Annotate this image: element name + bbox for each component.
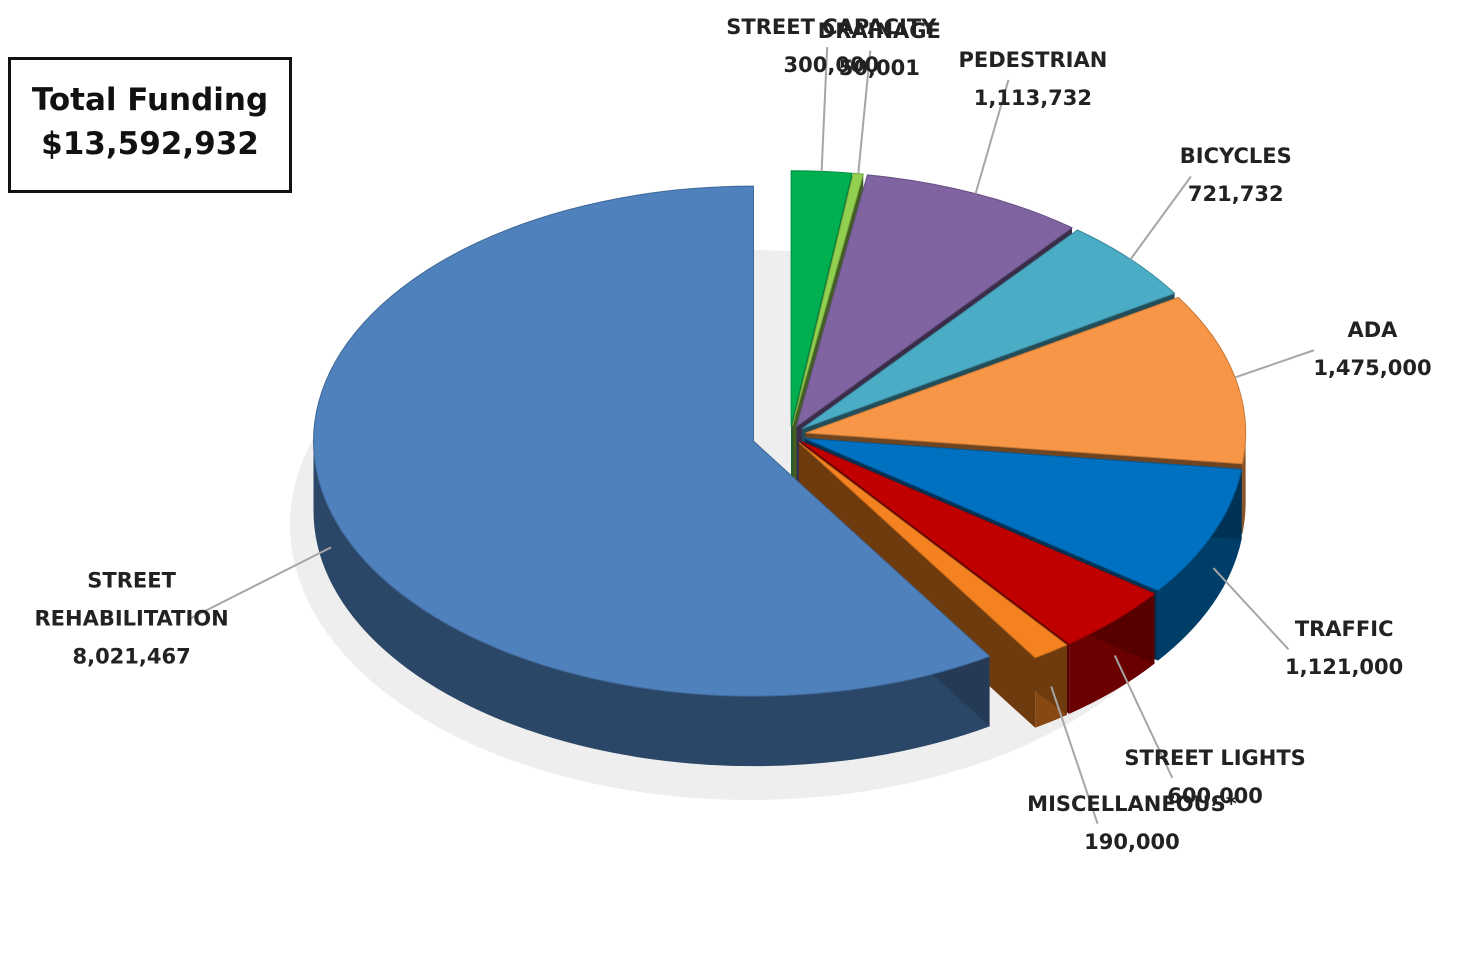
- value-label: 1,475,000: [1313, 356, 1432, 381]
- slice: [795, 174, 1073, 428]
- data-label: ADA 1,475,000: [1313, 312, 1431, 388]
- slice-side: [1157, 469, 1242, 661]
- annotation: $13,592,932: [41, 126, 259, 162]
- leader-line: [820, 47, 829, 172]
- slice: [801, 441, 1156, 645]
- leader-line: [1234, 349, 1315, 379]
- data-label: TRAFFIC 1,121,000: [1285, 612, 1403, 688]
- leader-line: [1212, 567, 1290, 651]
- category-label: TRAFFIC: [1294, 617, 1394, 642]
- leader-line: [1050, 686, 1099, 825]
- category-label: ADA: [1347, 318, 1398, 343]
- slice-side: [1242, 432, 1246, 534]
- leader-line: [1113, 655, 1174, 779]
- slice: [313, 185, 991, 697]
- category-label: STREET CAPACITY: [726, 15, 937, 40]
- value-label: 1,113,732: [973, 85, 1093, 110]
- data-label: DRAINAGE 50,001: [818, 13, 941, 89]
- category-label: STREET REHABILITATION: [34, 568, 229, 631]
- data-label: MISCELLANEOUS* 190,000: [1027, 786, 1237, 862]
- value-label: 1,121,000: [1285, 655, 1404, 680]
- category-label: MISCELLANEOUS*: [1027, 791, 1237, 816]
- value-label: 190,000: [1084, 829, 1180, 854]
- slice: [791, 172, 864, 426]
- value-label: 600,000: [1167, 783, 1263, 808]
- annotation: Total Funding: [31, 82, 269, 118]
- category-label: STREET LIGHTS: [1124, 746, 1306, 771]
- value-label: 721,732: [1187, 182, 1284, 207]
- data-label: PEDESTRIAN 1,113,732: [959, 42, 1108, 118]
- data-label: BICYCLES 721,732: [1180, 139, 1292, 215]
- slice-side: [313, 441, 990, 767]
- slice: [801, 229, 1176, 430]
- total-box: Total Funding $13,592,932: [8, 57, 292, 193]
- leader-line: [974, 79, 1010, 194]
- value-label: 300,000: [783, 53, 880, 78]
- category-label: PEDESTRIAN: [958, 47, 1108, 72]
- leader-line: [1129, 175, 1192, 260]
- category-label: DRAINAGE: [817, 18, 941, 43]
- slice: [804, 437, 1243, 592]
- slice: [798, 442, 1068, 659]
- data-label: STREET REHABILITATION 8,021,467: [17, 562, 247, 675]
- leader-line: [857, 50, 872, 174]
- value-label: 50,001: [838, 56, 920, 81]
- value-label: 8,021,467: [72, 643, 191, 668]
- category-label: BICYCLES: [1179, 144, 1292, 169]
- data-label: STREET CAPACITY 300,000: [726, 9, 936, 85]
- data-label: STREET LIGHTS 600,000: [1124, 740, 1305, 816]
- leader-line: [188, 546, 332, 620]
- tops: [313, 170, 1247, 697]
